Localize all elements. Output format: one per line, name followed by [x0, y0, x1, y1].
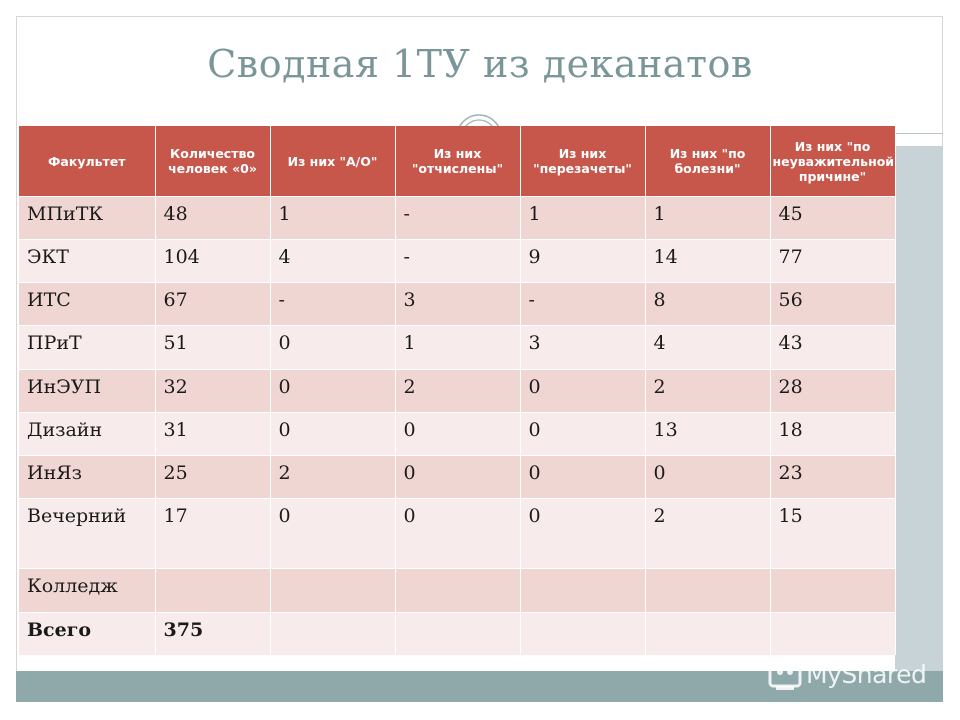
value-cell: 0 [645, 455, 771, 499]
value-cell: 1 [395, 325, 521, 370]
value-cell: 43 [770, 325, 896, 370]
value-cell: 51 [155, 325, 271, 370]
value-cell: 0 [520, 455, 646, 499]
value-cell: 0 [520, 369, 646, 413]
value-cell: 14 [645, 239, 771, 283]
value-cell: 17 [155, 498, 271, 569]
value-cell: 4 [270, 239, 396, 283]
value-cell: 48 [155, 196, 271, 240]
value-cell: 0 [520, 498, 646, 569]
value-cell: 375 [155, 612, 271, 655]
value-cell: 18 [770, 412, 896, 456]
value-cell: 3 [520, 325, 646, 370]
table-header-row: Факультет Количество человек «0» Из них … [19, 126, 896, 197]
value-cell [395, 612, 521, 655]
table-row: Вечерний 17 0 0 0 2 15 [19, 498, 896, 569]
value-cell [770, 568, 896, 613]
value-cell: 0 [270, 412, 396, 456]
value-cell: 8 [645, 282, 771, 326]
table-row: МПиТК 48 1-1 1 45 [19, 196, 896, 240]
slide-title: Сводная 1ТУ из деканатов [207, 42, 753, 86]
faculty-cell: Колледж [19, 568, 156, 613]
table-row: ИнЭУП 32 0 2 0 2 28 [19, 369, 896, 413]
table-row: ЭКТ 104 4-9 14 77 [19, 239, 896, 283]
faculty-cell: ИТС [19, 282, 156, 326]
value-cell: - [395, 196, 521, 240]
value-cell: 0 [395, 498, 521, 569]
value-cell: 2 [270, 455, 396, 499]
value-cell: 13 [645, 412, 771, 456]
value-cell [645, 612, 771, 655]
value-cell: 0 [270, 325, 396, 370]
table-row: ИнЯз 25 2 0 0 0 23 [19, 455, 896, 499]
table-row: Всего 375 [19, 612, 896, 655]
value-cell: 15 [770, 498, 896, 569]
value-cell: 2 [645, 498, 771, 569]
value-cell [270, 612, 396, 655]
value-cell: 0 [395, 455, 521, 499]
value-cell: 77 [770, 239, 896, 283]
value-cell: 1 [270, 196, 396, 240]
value-cell: - [395, 239, 521, 283]
value-cell: 0 [395, 412, 521, 456]
header-unexcused: Из них "по неуважительной причине" [770, 126, 896, 197]
value-cell: 0 [270, 369, 396, 413]
header-expelled: Из них "отчислены" [395, 126, 521, 197]
value-cell: 104 [155, 239, 271, 283]
watermark-text: MyShared [806, 660, 927, 689]
value-cell: 23 [770, 455, 896, 499]
value-cell: 56 [770, 282, 896, 326]
value-cell [520, 568, 646, 613]
value-cell: 3 [395, 282, 521, 326]
value-cell [645, 568, 771, 613]
faculty-cell: МПиТК [19, 196, 156, 240]
side-band [895, 146, 943, 671]
value-cell: 31 [155, 412, 271, 456]
myshared-logo-icon [768, 660, 802, 690]
faculty-cell: ИнЭУП [19, 369, 156, 413]
value-cell: - [270, 282, 396, 326]
value-cell: - [520, 282, 646, 326]
value-cell: 67 [155, 282, 271, 326]
table-row: Дизайн 31 0 0 0 13 18 [19, 412, 896, 456]
value-cell: 9 [520, 239, 646, 283]
value-cell [155, 568, 271, 613]
value-cell: 45 [770, 196, 896, 240]
header-count-zero: Количество человек «0» [155, 126, 271, 197]
value-cell [270, 568, 396, 613]
faculty-cell: Всего [19, 612, 156, 655]
value-cell: 2 [395, 369, 521, 413]
value-cell: 1 [645, 196, 771, 240]
value-cell: 1 [520, 196, 646, 240]
summary-table: Факультет Количество человек «0» Из них … [19, 126, 896, 655]
value-cell: 0 [520, 412, 646, 456]
table-row: Колледж [19, 568, 896, 613]
value-cell: 28 [770, 369, 896, 413]
faculty-cell: Вечерний [19, 498, 156, 569]
value-cell: 4 [645, 325, 771, 370]
header-faculty: Факультет [19, 126, 156, 197]
faculty-cell: ИнЯз [19, 455, 156, 499]
header-transfers: Из них "перезачеты" [520, 126, 646, 197]
table-row: ПРиТ 51 0 1 3 4 43 [19, 325, 896, 370]
table-row: ИТС 67-3-8 56 [19, 282, 896, 326]
value-cell: 2 [645, 369, 771, 413]
value-cell [520, 612, 646, 655]
value-cell: 25 [155, 455, 271, 499]
value-cell: 32 [155, 369, 271, 413]
value-cell [395, 568, 521, 613]
value-cell [770, 612, 896, 655]
faculty-cell: ПРиТ [19, 325, 156, 370]
value-cell: 0 [270, 498, 396, 569]
faculty-cell: Дизайн [19, 412, 156, 456]
header-ao: Из них "А/О" [270, 126, 396, 197]
header-illness: Из них "по болезни" [645, 126, 771, 197]
faculty-cell: ЭКТ [19, 239, 156, 283]
